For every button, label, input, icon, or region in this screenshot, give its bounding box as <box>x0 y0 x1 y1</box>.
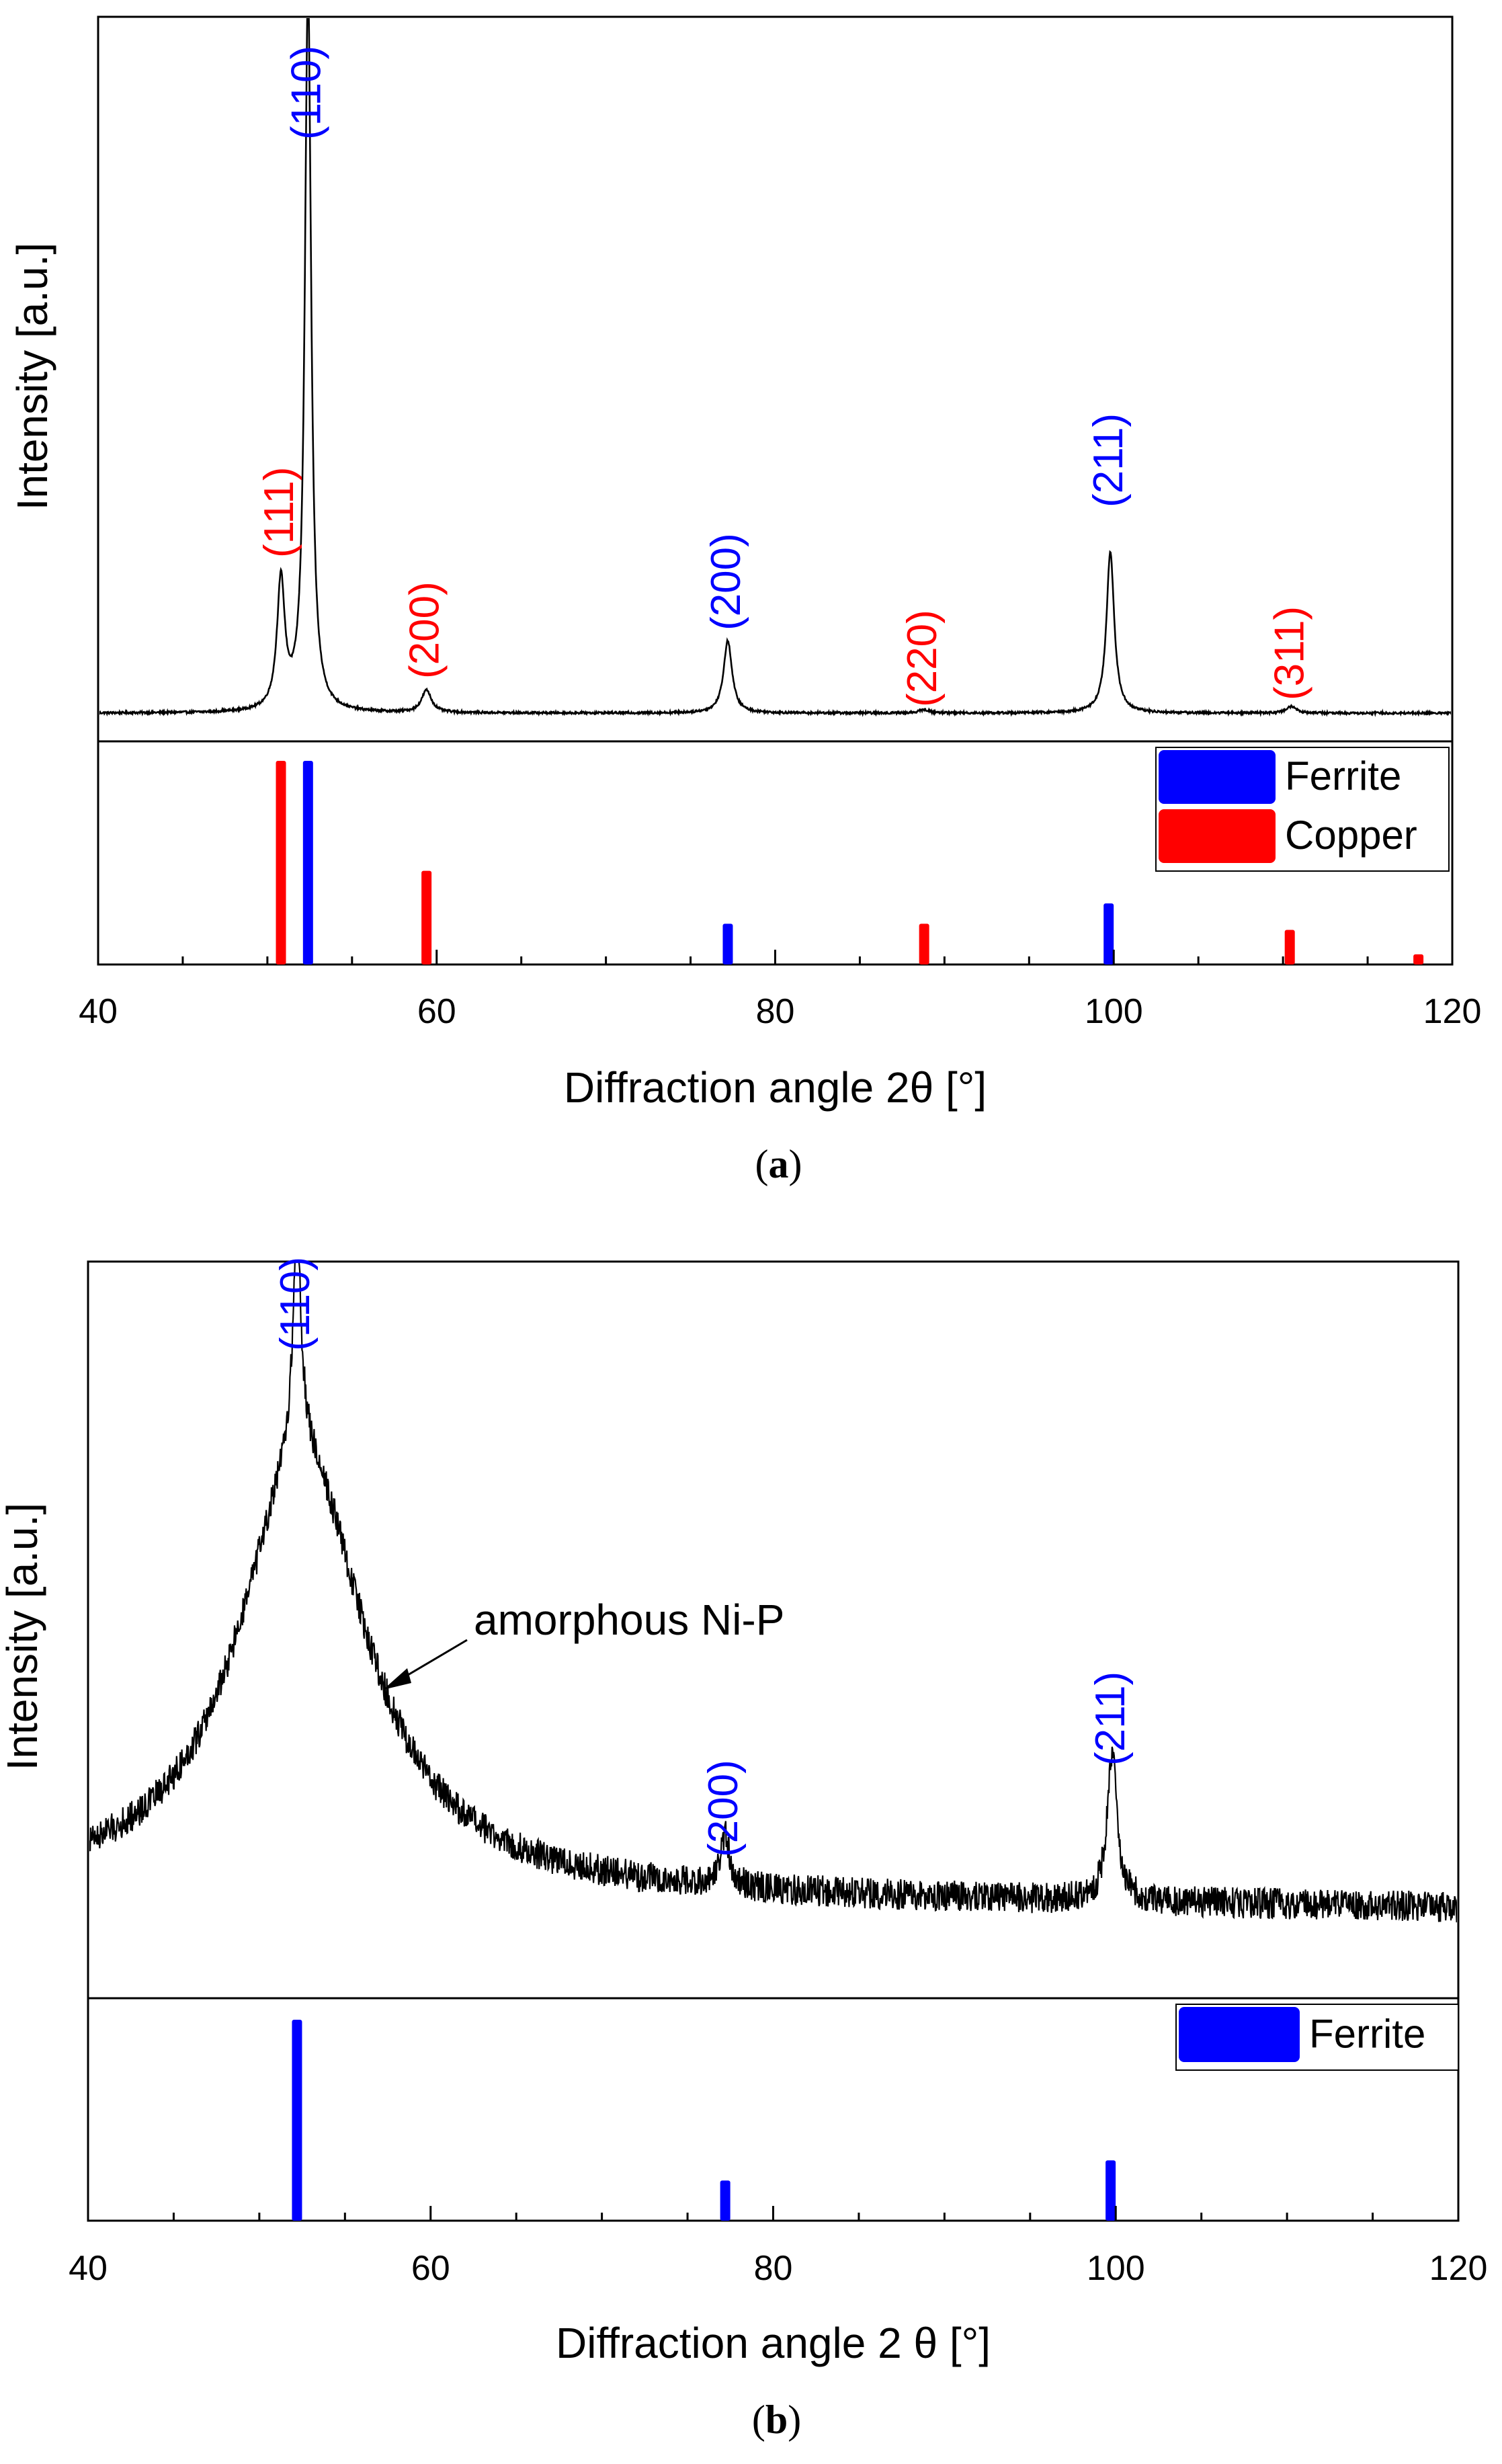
x-tick-label: 60 <box>417 992 456 1031</box>
reference-stick-ferrite <box>722 923 733 964</box>
reference-stick-ferrite <box>1105 2160 1116 2221</box>
caption-paren: ) <box>789 1142 802 1186</box>
x-axis-label: Diffraction angle 2 θ [°] <box>556 2319 991 2367</box>
reference-stick-copper <box>421 870 432 964</box>
reference-stick-copper <box>919 923 929 964</box>
legend-swatch-ferrite <box>1179 2007 1300 2062</box>
peak-label-111-copper: (111) <box>256 466 302 558</box>
peak-label-311-copper: (311) <box>1267 606 1313 700</box>
peak-label-211-ferrite: (211) <box>1085 413 1132 507</box>
x-tick-label: 100 <box>1085 992 1143 1031</box>
caption-letter: b <box>765 2397 788 2442</box>
caption-paren: ( <box>752 2397 765 2442</box>
caption-paren: ) <box>788 2397 801 2442</box>
reference-stick-ferrite <box>1103 903 1114 964</box>
peak-label-200-ferrite: (200) <box>700 1760 747 1857</box>
peak-label-211-ferrite: (211) <box>1087 1672 1134 1766</box>
peak-label-220-copper: (220) <box>899 610 946 707</box>
diffraction-pattern-line <box>99 18 1451 717</box>
peak-label-200-copper: (200) <box>402 581 448 679</box>
x-tick-label: 80 <box>756 992 795 1031</box>
x-tick-label: 40 <box>79 992 118 1031</box>
peak-label-110-ferrite: (110) <box>283 46 329 140</box>
y-axis-label: Intensity [a.u.] <box>8 243 56 510</box>
peak-label-200-ferrite: (200) <box>703 533 749 630</box>
panel-caption: (b) <box>752 2397 801 2442</box>
x-axis-label: Diffraction angle 2θ [°] <box>564 1063 987 1112</box>
x-tick-label: 100 <box>1087 2249 1145 2288</box>
x-tick-label: 120 <box>1423 992 1482 1031</box>
caption-letter: a <box>769 1142 789 1186</box>
x-tick-label: 60 <box>411 2249 450 2288</box>
legend-label-ferrite: Ferrite <box>1309 2012 1425 2057</box>
x-tick-label: 40 <box>69 2249 108 2288</box>
legend-label-ferrite: Ferrite <box>1285 753 1401 798</box>
reference-stick-copper <box>276 761 286 964</box>
annotation-amorphous-ni-p: amorphous Ni-P <box>474 1596 784 1644</box>
peak-label-110-ferrite: (110) <box>272 1257 319 1351</box>
caption-paren: ( <box>755 1142 769 1186</box>
reference-stick-ferrite <box>302 761 313 964</box>
legend-swatch-ferrite <box>1159 750 1276 804</box>
reference-stick-ferrite <box>720 2180 731 2221</box>
legend-label-copper: Copper <box>1285 813 1417 858</box>
diffraction-pattern-line <box>89 1263 1457 1923</box>
reference-stick-copper <box>1413 954 1424 964</box>
annotation-arrow-head <box>383 1668 411 1690</box>
legend-swatch-copper <box>1159 809 1276 863</box>
reference-stick-copper <box>1284 930 1295 964</box>
panel-caption: (a) <box>755 1142 802 1186</box>
x-tick-label: 80 <box>754 2249 793 2288</box>
reference-stick-ferrite <box>292 2020 302 2221</box>
x-tick-label: 120 <box>1429 2249 1488 2288</box>
y-axis-label: Intensity [a.u.] <box>0 1503 46 1770</box>
